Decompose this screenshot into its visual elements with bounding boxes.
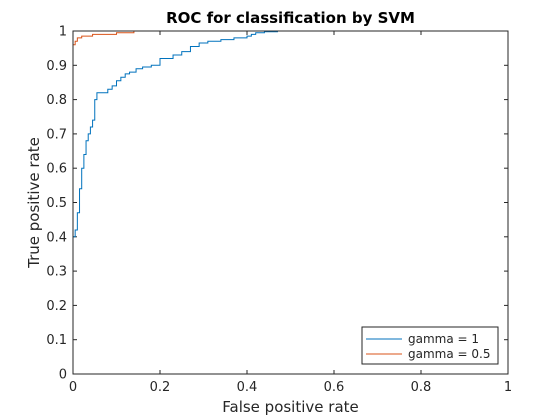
legend-label-2: gamma = 0.5 — [408, 347, 490, 361]
series-line-2 — [72, 30, 508, 374]
y-tick-label: 0.8 — [46, 93, 67, 108]
y-tick-label: 0.9 — [46, 59, 67, 74]
plot-area — [73, 31, 508, 374]
y-tick-label: 0.3 — [46, 265, 67, 280]
y-tick-label: 0.6 — [46, 162, 67, 177]
x-axis-label: False positive rate — [222, 398, 359, 416]
x-tick-label: 0.8 — [411, 380, 432, 395]
series-layer — [72, 30, 508, 374]
y-tick-label: 0 — [59, 368, 67, 383]
y-tick-label: 0.4 — [46, 230, 67, 245]
y-tick-label: 0.5 — [46, 196, 67, 211]
y-tick-label: 0.2 — [46, 299, 67, 314]
x-tick-label: 1 — [504, 380, 512, 395]
y-tick-label: 0.1 — [46, 333, 67, 348]
y-axis-label: True positive rate — [25, 137, 43, 269]
chart-title: ROC for classification by SVM — [166, 9, 415, 27]
legend-label-1: gamma = 1 — [408, 332, 479, 346]
legend-box — [361, 326, 499, 365]
x-tick-label: 0.6 — [324, 380, 345, 395]
x-tick-label: 0.4 — [237, 380, 258, 395]
y-tick-label: 0.7 — [46, 127, 67, 142]
y-tick-label: 1 — [59, 25, 67, 40]
axes-box — [72, 30, 509, 375]
x-tick-label: 0.2 — [150, 380, 171, 395]
series-line-1 — [72, 30, 508, 374]
x-tick-label: 0 — [69, 380, 77, 395]
